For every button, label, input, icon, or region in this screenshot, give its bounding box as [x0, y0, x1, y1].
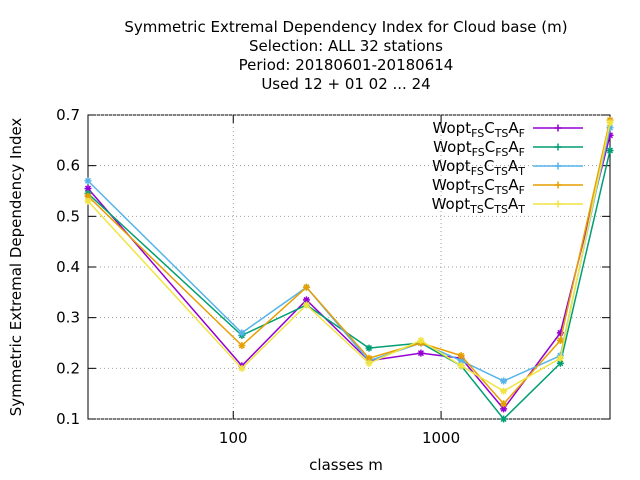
data-point — [302, 301, 310, 309]
chart-title: Symmetric Extremal Dependency Index for … — [124, 18, 567, 36]
data-point — [500, 405, 508, 413]
data-point — [417, 349, 425, 357]
data-point — [500, 415, 508, 423]
legend-point — [554, 162, 562, 170]
legend-label: WoptTSCTSAF — [432, 176, 525, 197]
data-point — [606, 146, 614, 154]
x-tick-label: 1000 — [422, 429, 460, 447]
y-tick-label: 0.3 — [56, 309, 80, 327]
data-point — [302, 283, 310, 291]
data-point — [238, 364, 246, 372]
chart-title: Used 12 + 01 02 ... 24 — [261, 75, 430, 93]
y-tick-label: 0.7 — [56, 106, 80, 124]
data-point — [238, 342, 246, 350]
chart-title: Period: 20180601-20180614 — [239, 56, 454, 74]
legend-point — [554, 124, 562, 132]
data-point — [556, 329, 564, 337]
y-tick-label: 0.1 — [56, 410, 80, 428]
data-point — [365, 344, 373, 352]
chart-title: Selection: ALL 32 stations — [249, 37, 443, 55]
data-point — [84, 177, 92, 185]
data-point — [365, 359, 373, 367]
data-point — [457, 357, 465, 365]
data-point — [500, 387, 508, 395]
y-tick-label: 0.5 — [56, 207, 80, 225]
y-tick-label: 0.6 — [56, 157, 80, 175]
legend-point — [554, 200, 562, 208]
data-point — [457, 362, 465, 370]
legend-label: WoptFSCTSAF — [433, 119, 525, 140]
series-line — [87, 150, 611, 421]
legend-label: WoptTSCTSAT — [432, 195, 526, 216]
legend-point — [554, 143, 562, 151]
y-axis-label: Symmetric Extremal Dependency Index — [7, 118, 25, 417]
legend-label: WoptFSCTSAT — [432, 157, 525, 178]
x-tick-label: 100 — [219, 429, 248, 447]
data-point — [606, 119, 614, 127]
data-point — [365, 354, 373, 362]
data-point — [238, 329, 246, 337]
series-line — [87, 122, 611, 393]
legend-label: WoptFSCFSAF — [433, 138, 525, 159]
data-point — [606, 124, 614, 132]
data-point — [606, 131, 614, 139]
data-point — [84, 184, 92, 192]
x-axis-label: classes m — [309, 456, 383, 474]
data-point — [302, 296, 310, 304]
data-point — [417, 336, 425, 344]
legend-point — [554, 181, 562, 189]
data-point — [84, 192, 92, 200]
data-point — [500, 377, 508, 385]
data-point — [556, 336, 564, 344]
series-line — [87, 119, 611, 405]
y-tick-label: 0.2 — [56, 359, 80, 377]
y-tick-label: 0.4 — [56, 258, 80, 276]
data-point — [556, 354, 564, 362]
data-point — [84, 197, 92, 205]
data-point — [500, 400, 508, 408]
data-point — [556, 359, 564, 367]
data-point — [457, 352, 465, 360]
